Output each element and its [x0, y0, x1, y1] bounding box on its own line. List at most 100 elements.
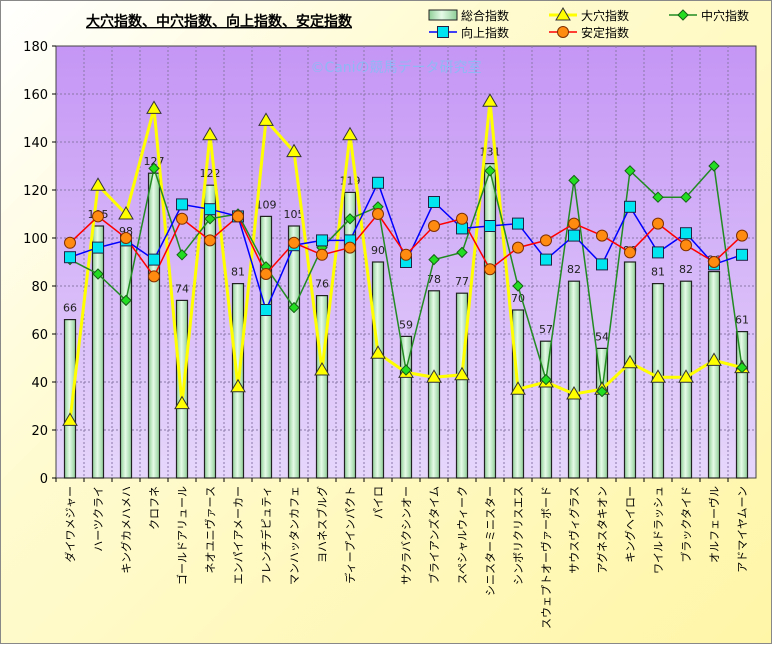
bar-data-label: 131: [480, 146, 501, 159]
point-triangle: [174, 395, 190, 410]
point-diamond: [596, 385, 608, 398]
legend-marker: [555, 7, 571, 21]
point-circle: [624, 246, 636, 259]
x-tick-label: ヨハネスブルグ: [315, 486, 329, 563]
x-tick-label: キングヘイロー: [623, 486, 637, 563]
point-square: [568, 229, 580, 242]
point-diamond: [456, 246, 468, 259]
point-square: [624, 200, 636, 213]
x-tick-label: ネオユニヴァース: [203, 486, 217, 573]
bar-data-label: 76: [315, 278, 329, 291]
x-tick-label: フレンチデピュティ: [259, 486, 273, 584]
y-tick-label: 140: [23, 136, 48, 151]
point-diamond: [344, 213, 356, 225]
bar-data-label: 59: [399, 318, 413, 331]
point-diamond: [148, 162, 160, 175]
x-tick-label: シニスターミニスター: [484, 486, 497, 596]
x-tick-label: エンパイアメーカー: [232, 486, 245, 584]
bar-sogo: [371, 261, 385, 479]
bar-data-label: 54: [595, 330, 609, 343]
bar-sogo: [567, 280, 581, 479]
bar-sogo: [119, 242, 133, 479]
bar-sogo: [203, 184, 217, 479]
bar-sogo: [483, 163, 497, 479]
point-square: [736, 248, 748, 261]
point-diamond: [204, 213, 216, 225]
point-circle: [596, 229, 608, 242]
point-triangle: [286, 143, 302, 158]
point-triangle: [454, 366, 470, 381]
y-tick-label: 60: [31, 328, 48, 343]
y-tick-label: 20: [31, 424, 48, 439]
x-tick-label: クロフネ: [148, 486, 161, 530]
point-circle: [484, 263, 496, 276]
point-circle: [344, 241, 356, 254]
point-square: [260, 304, 272, 316]
bar-data-label: 81: [651, 266, 665, 279]
legend-label: 向上指数: [461, 25, 509, 40]
x-tick-label: ディープインパクト: [343, 486, 357, 584]
point-diamond: [568, 174, 580, 187]
point-triangle: [90, 177, 106, 191]
bar-data-label: 105: [284, 208, 305, 221]
point-triangle: [678, 369, 694, 383]
point-triangle: [202, 126, 218, 141]
point-triangle: [622, 354, 638, 369]
point-circle: [736, 229, 748, 242]
x-tick-label: スペシャルウィーク: [456, 486, 469, 584]
bar-sogo: [287, 225, 301, 479]
x-tick-label: オルフェーヴル: [707, 486, 721, 563]
point-triangle: [146, 100, 162, 114]
point-triangle: [482, 93, 498, 107]
point-diamond: [176, 249, 188, 261]
point-square: [372, 176, 384, 189]
x-tick-label: ブラックタイド: [679, 486, 693, 563]
point-square: [680, 227, 692, 240]
bar-data-label: 66: [63, 302, 77, 315]
point-square: [540, 253, 552, 266]
point-circle: [92, 210, 104, 223]
x-tick-label: アドマイヤムーン: [736, 486, 749, 573]
point-triangle: [426, 369, 442, 383]
point-circle: [512, 241, 524, 254]
legend-swatch-bar: [428, 9, 458, 21]
bar-sogo: [399, 335, 413, 479]
point-circle: [64, 236, 76, 249]
point-circle: [400, 248, 412, 261]
point-diamond: [680, 191, 692, 203]
x-tick-label: ハーツクライ: [92, 486, 105, 552]
y-tick-label: 100: [23, 232, 48, 247]
x-tick-label: パイロ: [372, 486, 385, 519]
point-circle: [372, 208, 384, 220]
bar-sogo: [91, 225, 105, 479]
y-tick-label: 120: [23, 184, 48, 199]
point-circle: [176, 212, 188, 225]
bar-data-label: 57: [539, 323, 553, 336]
point-diamond: [652, 191, 664, 203]
point-square: [512, 217, 524, 230]
x-tick-label: アグネスタキオン: [595, 486, 609, 573]
point-diamond: [624, 165, 636, 177]
point-diamond: [428, 253, 440, 266]
bar-sogo: [315, 295, 329, 479]
legend-label: 安定指数: [581, 25, 629, 40]
point-triangle: [314, 362, 330, 376]
legend-label: 大穴指数: [581, 8, 629, 23]
bar-sogo: [427, 290, 441, 479]
bar-data-label: 81: [231, 266, 245, 279]
point-square: [148, 253, 160, 266]
point-circle: [708, 256, 720, 268]
point-diamond: [92, 268, 104, 280]
chart-title: 大穴指数、中穴指数、向上指数、安定指数: [86, 13, 353, 30]
point-circle: [568, 217, 580, 230]
point-triangle: [118, 206, 134, 220]
point-triangle: [370, 345, 386, 359]
bar-data-label: 82: [567, 263, 581, 276]
x-tick-label: サウスヴィグラス: [567, 486, 581, 574]
bar-data-label: 109: [256, 198, 277, 211]
point-diamond: [484, 165, 496, 177]
bar-data-label: 122: [200, 167, 221, 180]
legend-marker: [557, 26, 569, 38]
point-circle: [316, 248, 328, 261]
